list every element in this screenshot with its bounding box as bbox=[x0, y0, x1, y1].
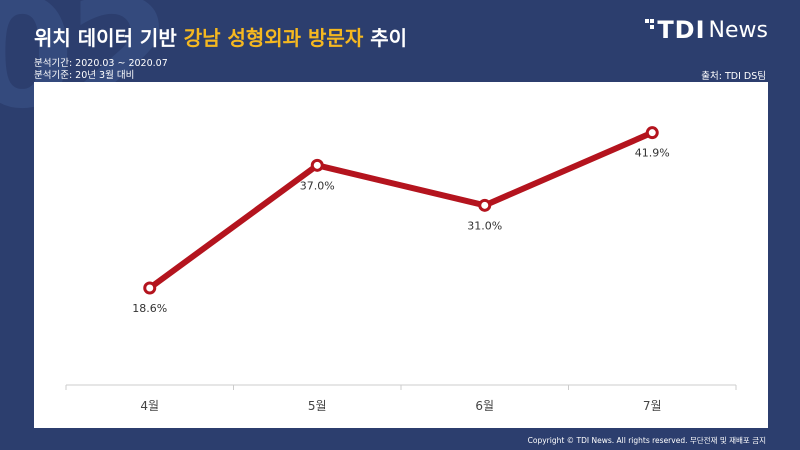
analysis-period: 분석기간: 2020.03 ~ 2020.07 bbox=[34, 58, 168, 69]
copyright-footer: Copyright © TDI News. All rights reserve… bbox=[527, 436, 766, 445]
data-source: 출처: TDI DS팀 bbox=[701, 71, 766, 82]
x-tick-label: 7월 bbox=[643, 399, 662, 413]
x-tick-label: 4월 bbox=[140, 399, 159, 413]
chart-title: 위치 데이터 기반 강남 성형외과 방문자 추이 bbox=[34, 22, 407, 51]
x-tick-label: 5월 bbox=[308, 399, 327, 413]
title-highlight: 강남 성형외과 방문자 bbox=[183, 26, 364, 50]
data-label: 18.6% bbox=[132, 302, 167, 315]
data-point bbox=[310, 158, 324, 172]
data-label: 31.0% bbox=[467, 219, 502, 232]
x-tick-label: 6월 bbox=[475, 399, 494, 413]
title-part-1: 위치 데이터 기반 bbox=[34, 26, 184, 50]
tdi-news-logo: TDI News bbox=[645, 16, 768, 44]
title-part-2: 추이 bbox=[363, 26, 407, 50]
analysis-basis: 분석기준: 20년 3월 대비 bbox=[34, 70, 135, 81]
data-label: 41.9% bbox=[635, 147, 670, 160]
data-label: 37.0% bbox=[300, 179, 335, 192]
data-point bbox=[143, 281, 157, 295]
data-point bbox=[478, 198, 492, 212]
analysis-meta: 분석기간: 2020.03 ~ 2020.07 분석기준: 20년 3월 대비 bbox=[34, 58, 168, 82]
logo-dots-icon bbox=[645, 19, 655, 41]
series-line bbox=[146, 129, 656, 291]
chart-panel: 4월 5월 6월 7월 18.6% 37.0% 31.0% 41.9% bbox=[34, 82, 768, 428]
logo-text-bold: TDI bbox=[657, 16, 706, 44]
data-point bbox=[645, 126, 659, 140]
line-chart: 4월 5월 6월 7월 18.6% 37.0% 31.0% 41.9% bbox=[65, 126, 737, 413]
logo-text-light: News bbox=[708, 17, 768, 43]
